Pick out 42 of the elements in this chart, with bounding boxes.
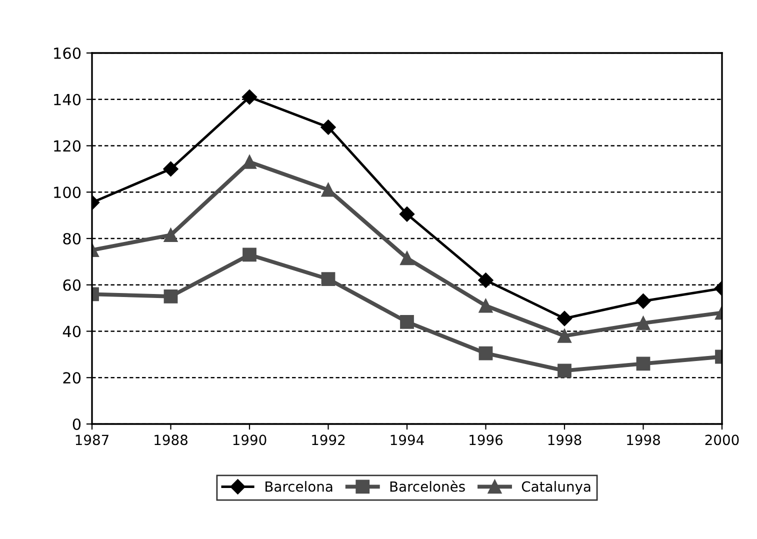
point [242, 248, 256, 262]
point [636, 356, 650, 371]
point [636, 294, 651, 309]
legend-label: Catalunya [522, 481, 590, 494]
x-tick-label: 2000 [705, 434, 739, 446]
point [636, 316, 650, 330]
y-tick-label: 80 [63, 232, 81, 245]
point [478, 346, 493, 360]
point [163, 161, 178, 177]
point [556, 310, 572, 326]
point [321, 272, 336, 286]
y-tick-label: 20 [63, 372, 81, 384]
y-tick-label: 160 [54, 47, 81, 60]
point [242, 155, 256, 169]
x-tick-label: 1990 [233, 434, 266, 446]
y-tick-label: 140 [54, 94, 81, 106]
y-tick-label: 60 [63, 279, 81, 291]
point [558, 328, 572, 343]
x-tick-label: 1988 [154, 434, 188, 446]
x-tick-label: 1998 [627, 434, 660, 446]
legend-label: Barcelona [266, 481, 332, 492]
y-tick-label: 0 [72, 418, 81, 430]
x-tick-label: 1992 [312, 434, 345, 446]
point [321, 182, 336, 197]
y-tick-label: 100 [54, 186, 81, 198]
point [164, 290, 178, 304]
x-tick-label: 1994 [390, 434, 424, 446]
point [478, 272, 494, 288]
point [558, 364, 572, 378]
point [164, 228, 178, 242]
point [320, 120, 336, 135]
point [478, 298, 493, 313]
point [400, 315, 414, 329]
point [400, 251, 414, 266]
y-tick-label: 120 [54, 140, 81, 152]
x-tick-label: 1987 [76, 434, 108, 446]
legend-label: Barcelonès [390, 480, 465, 492]
y-tick-label: 40 [62, 326, 81, 338]
x-tick-label: 1996 [470, 434, 503, 446]
point [399, 206, 415, 222]
point [242, 89, 258, 105]
x-tick-label: 1998 [548, 434, 582, 446]
